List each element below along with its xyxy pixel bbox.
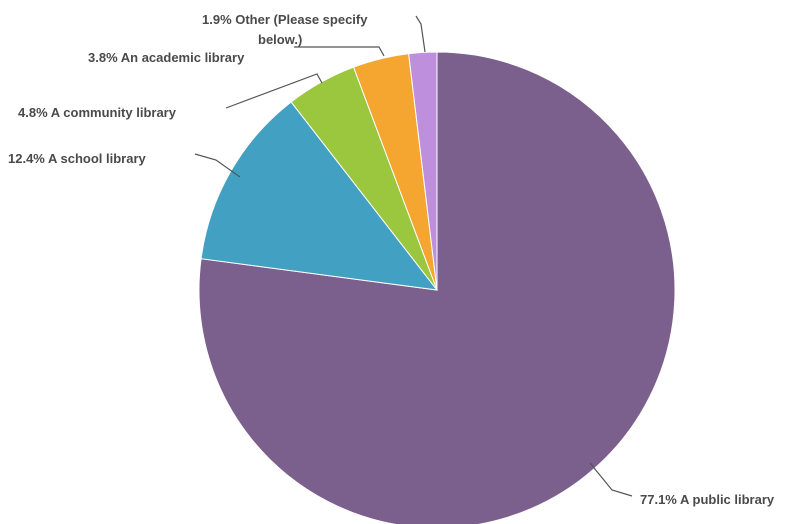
leader-line-academic [294, 46, 385, 57]
leader-line-school [194, 153, 241, 178]
leader-line-public [589, 462, 633, 497]
label-public: 77.1% A public library [640, 492, 775, 507]
label-other-line2: below.) [258, 32, 302, 47]
pie-slice-a-school-library [200, 101, 439, 291]
label-academic: 3.8% An academic library [88, 50, 245, 65]
leader-lines [194, 15, 633, 497]
pie-slices [198, 51, 676, 524]
leader-line-community [225, 73, 323, 109]
slice-labels: 1.9% Other (Please specify below.) 3.8% … [8, 12, 775, 507]
leader-line-other [415, 15, 426, 53]
label-community: 4.8% A community library [18, 105, 177, 120]
pie-slice-other-please-specify-below [408, 51, 438, 291]
label-school: 12.4% A school library [8, 151, 147, 166]
label-other-line1: 1.9% Other (Please specify [202, 12, 368, 27]
